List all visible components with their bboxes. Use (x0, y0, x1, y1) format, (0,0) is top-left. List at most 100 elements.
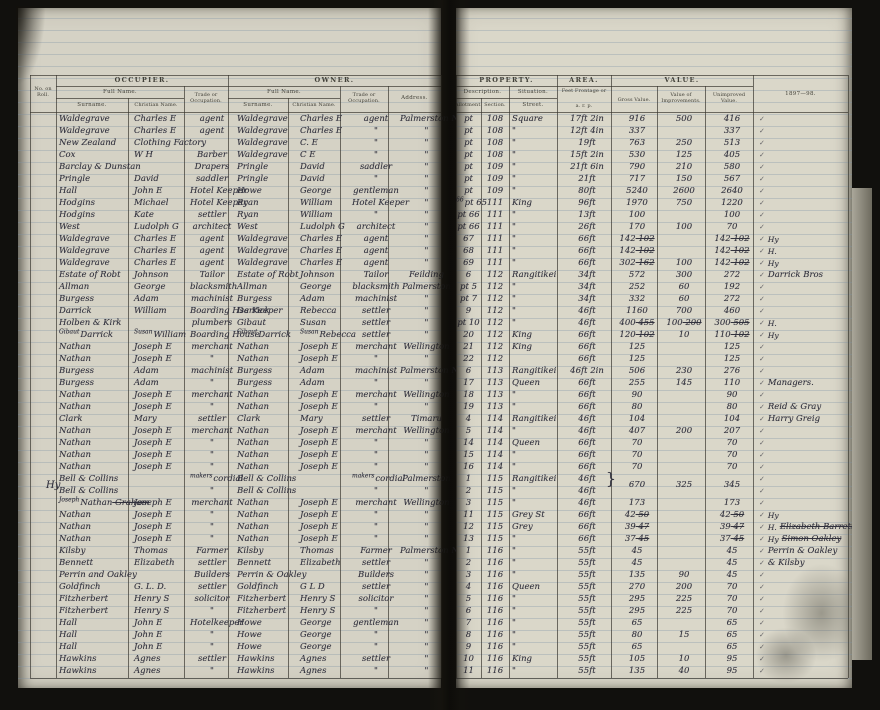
cell-text: 110 (714, 330, 731, 340)
ledger-cell: 407 (628, 426, 646, 436)
ledger-cell: Joseph E (134, 498, 172, 508)
remarks-cell: ✓ (756, 354, 854, 366)
ledger-cell: 46ft 2in (570, 366, 604, 376)
ledger-cell: David (300, 174, 325, 184)
ledger-cell: " (374, 438, 378, 448)
table-row: 1 116 " 55ft 45 45 ✓ Perrin & Oakley (456, 546, 854, 558)
ledger-cell: saddler (195, 174, 229, 184)
ledger-cell: machinist (354, 366, 398, 376)
remarks-cell: ✓ (756, 114, 854, 126)
ledger-cell: 70 (726, 582, 738, 592)
ledger-cell: 4 (465, 414, 472, 424)
ledger-cell (30, 222, 56, 234)
column-header-gross_value: Gross Value. (617, 97, 651, 104)
ledger-cell: merchant (191, 426, 233, 436)
remarks-cell: ✓ (756, 606, 854, 618)
ledger-cell: " (424, 462, 429, 472)
ledger-cell: 60 (678, 282, 690, 292)
remarks-cell: ✓ Reid & Gray (756, 402, 854, 414)
cell-text: 142 (619, 234, 636, 244)
table-row: Hall John E Hotel Keeper Howe George gentlema… (30, 186, 453, 198)
ledger-cell: Builders (193, 570, 231, 580)
ledger-cell: " (424, 642, 429, 652)
ledger-cell: Pringle (59, 174, 91, 184)
ledger-cell: " (374, 606, 378, 616)
table-row: 9 112 " 46ft 1160 700 460 ✓ (456, 306, 854, 318)
ledger-cell: Howe (237, 618, 262, 628)
table-row: Burgess Adam " Burgess Adam " " (30, 378, 453, 390)
ledger-cell: 55ft (578, 558, 596, 568)
remarks-cell: ✓ (756, 306, 854, 318)
table-row: Hall John E Hotelkeeper Howe George gentleman… (30, 618, 453, 630)
ledger-cell: 10 (678, 654, 690, 664)
ledger-cell (660, 546, 708, 558)
ledger-cell: 66ft (578, 342, 596, 352)
ledger-cell: 70 (726, 594, 738, 604)
ledger-cell: " (512, 618, 516, 628)
ledger-cell: 255 (628, 378, 646, 388)
ledger-cell: 142 102 (708, 234, 756, 246)
ledger-cell: 66ft (578, 438, 596, 448)
ledger-cell: " (424, 666, 429, 676)
ledger-cell: saddler (359, 162, 393, 172)
ledger-cell: agent (199, 234, 225, 244)
table-row: pt 109 " 80ft 5240 2600 2640 ✓ (456, 186, 854, 198)
ledger-cell: 65 (726, 618, 738, 628)
ledger-cell: " (424, 534, 429, 544)
ledger-cell (30, 666, 56, 678)
ledger-cell (30, 426, 56, 438)
ledger-cell: pt 66 (457, 222, 480, 232)
ledger-cell (30, 498, 56, 510)
ledger-cell: Howe (237, 642, 262, 652)
ledger-cell: 150 (675, 174, 693, 184)
ledger-cell (660, 246, 708, 258)
ledger-cell: Johnson (300, 270, 335, 280)
ledger-cell: 113 (486, 390, 504, 400)
ledger-cell: " (374, 150, 378, 160)
ledger-cell: 116 (486, 654, 504, 664)
ledger-cell: " (374, 126, 378, 136)
ledger-cell: " (512, 126, 516, 136)
table-row: Nathan Joseph E merchant Nathan Joseph E merc… (30, 426, 453, 438)
ledger-cell: 80 (631, 402, 643, 412)
ledger-cell: " (512, 486, 516, 496)
ledger-cell: G L D (300, 582, 325, 592)
table-row: Clark Mary settler Clark Mary settler Timaru (30, 414, 453, 426)
ledger-cell: 513 (723, 138, 741, 148)
ledger-cell (30, 438, 56, 450)
ledger-cell: John E (134, 630, 163, 640)
ledger-cell: 108 (486, 138, 504, 148)
ledger-cell: " (210, 642, 214, 652)
ledger-cell: Perrin & Oakley (237, 570, 307, 580)
table-row: pt 108 " 12ft 4in 337 337 ✓ (456, 126, 854, 138)
ledger-cell: 115 (486, 474, 504, 484)
ledger-cell: John E (134, 186, 163, 196)
ledger-cell: settler (361, 330, 391, 340)
table-rule-line (456, 678, 848, 679)
ledger-cell: Clothing Factory (134, 138, 207, 148)
ledger-cell: Howe (237, 630, 262, 640)
ledger-cell: 19ft (578, 138, 596, 148)
ledger-cell: 42 50 (708, 510, 756, 522)
ledger-cell: Timaru (410, 414, 443, 424)
ledger-cell: pt 7 (460, 294, 477, 304)
ledger-cell: 70 (726, 450, 738, 460)
check-mark: ✓ (759, 403, 765, 412)
remarks-cell: ✓ (756, 198, 854, 210)
ledger-cell: 530 (628, 150, 646, 160)
ledger-cell: 113 (486, 378, 504, 388)
ledger-cell (30, 126, 56, 138)
ledger-cell: agent (199, 114, 225, 124)
ledger-cell: George (300, 630, 332, 640)
remarks-cell: ✓ (756, 294, 854, 306)
ledger-cell: Waldegrave (237, 234, 288, 244)
ledger-cell: Charles E (134, 234, 177, 244)
ledger-cell: Henry S (300, 594, 336, 604)
ledger-cell: " (424, 294, 429, 304)
ledger-cell: 26ft (578, 222, 596, 232)
ledger-cell: 295 (628, 606, 646, 616)
ledger-cell: machinist (190, 294, 234, 304)
ledger-cell (131, 162, 190, 174)
ledger-cell (660, 462, 708, 474)
